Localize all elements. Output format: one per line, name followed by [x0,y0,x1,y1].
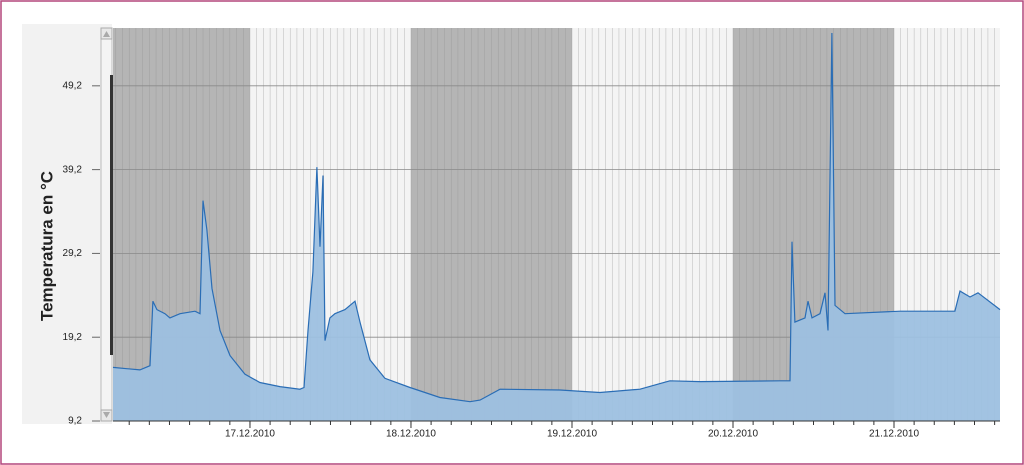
x-tick-label: 20.12.2010 [708,429,758,440]
y-tick-label: 29,2 [63,248,83,259]
y-tick-label: 49,2 [63,80,83,91]
scroll-up-arrow [103,31,110,37]
axis-panel [22,24,112,424]
y-tick-label: 19,2 [63,332,83,343]
y-tick-label: 39,2 [63,164,83,175]
area [113,33,1000,421]
x-tick-label: 21.12.2010 [869,429,919,440]
x-tick-label: 17.12.2010 [225,429,275,440]
scroll-thumb[interactable] [110,75,113,355]
y-axis-label: Temperatura en °C [37,171,56,321]
x-tick-label: 18.12.2010 [386,429,436,440]
line [112,32,1001,403]
scroll-down-arrow [103,412,110,418]
plot [112,28,1001,422]
y-tick-label: 9,2 [68,416,82,427]
x-tick-label: 19.12.2010 [547,429,597,440]
